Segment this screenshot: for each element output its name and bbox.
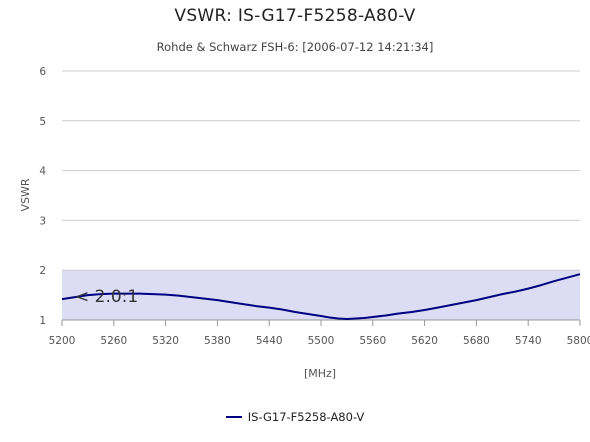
x-tick-label: 5800 bbox=[567, 335, 590, 347]
y-axis-label: VSWR bbox=[19, 178, 32, 211]
x-tick-label: 5680 bbox=[463, 335, 490, 347]
y-tick-label: 6 bbox=[39, 66, 46, 78]
y-tick-label: 2 bbox=[39, 265, 46, 277]
threshold-annotation: < 2.0:1 bbox=[75, 287, 138, 307]
chart-subtitle: Rohde & Schwarz FSH-6: [2006-07-12 14:21… bbox=[156, 40, 434, 54]
legend[interactable]: IS-G17-F5258-A80-V bbox=[0, 410, 590, 424]
y-tick-label: 3 bbox=[39, 215, 46, 227]
x-tick-label: 5380 bbox=[204, 335, 231, 347]
x-axis-label: [MHz] bbox=[304, 367, 336, 380]
legend-swatch bbox=[225, 415, 242, 418]
x-tick-label: 5200 bbox=[49, 335, 76, 347]
x-tick-label: 5740 bbox=[515, 335, 542, 347]
y-tick-label: 5 bbox=[39, 116, 46, 128]
x-tick-label: 5440 bbox=[256, 335, 283, 347]
x-tick-label: 5260 bbox=[100, 335, 127, 347]
legend-label: IS-G17-F5258-A80-V bbox=[247, 410, 365, 424]
x-tick-label: 5620 bbox=[411, 335, 438, 347]
x-tick-label: 5320 bbox=[152, 335, 179, 347]
y-tick-label: 1 bbox=[39, 315, 46, 327]
x-tick-label: 5500 bbox=[308, 335, 335, 347]
y-tick-label: 4 bbox=[39, 166, 46, 178]
chart-title: VSWR: IS-G17-F5258-A80-V bbox=[174, 6, 416, 26]
series-line bbox=[61, 273, 581, 320]
x-tick-label: 5560 bbox=[359, 335, 386, 347]
